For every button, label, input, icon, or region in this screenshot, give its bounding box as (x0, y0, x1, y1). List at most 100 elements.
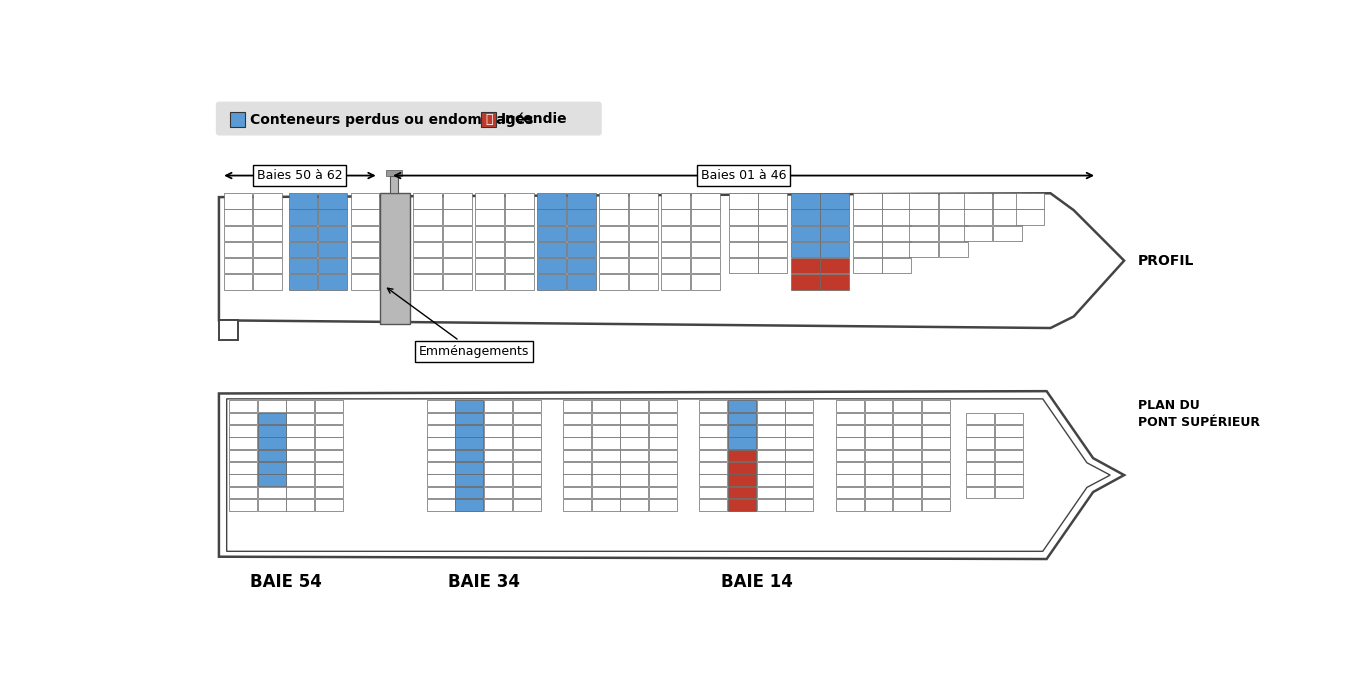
Bar (921, 413, 950, 424)
Bar (257, 413, 286, 424)
Bar (484, 462, 511, 473)
Bar (882, 226, 910, 241)
Bar (230, 474, 257, 486)
Bar (864, 437, 893, 449)
Bar (820, 226, 849, 241)
Bar (455, 425, 483, 437)
Bar (230, 437, 257, 449)
Bar (484, 437, 511, 449)
Bar (893, 499, 921, 511)
Bar (513, 499, 540, 511)
Bar (563, 437, 591, 449)
Bar (513, 462, 540, 473)
Bar (757, 499, 785, 511)
Bar (729, 450, 756, 462)
Bar (700, 425, 727, 437)
Bar (567, 242, 596, 257)
Bar (649, 450, 677, 462)
Bar (288, 274, 317, 290)
Bar (351, 274, 380, 290)
Bar (455, 413, 483, 424)
Bar (662, 242, 690, 257)
Bar (729, 462, 756, 473)
Bar (230, 112, 245, 127)
Bar (513, 437, 540, 449)
Bar (835, 499, 864, 511)
Bar (390, 176, 398, 193)
Bar (484, 401, 511, 412)
Bar (455, 474, 483, 486)
Bar (939, 226, 968, 241)
Bar (427, 462, 454, 473)
Bar (286, 474, 314, 486)
Bar (853, 242, 882, 257)
Bar (427, 437, 454, 449)
Bar (757, 450, 785, 462)
Bar (759, 226, 787, 241)
Bar (994, 193, 1021, 209)
Bar (257, 437, 286, 449)
Bar (1016, 209, 1044, 225)
Bar (455, 462, 483, 473)
Bar (537, 242, 566, 257)
Bar (835, 413, 864, 424)
Bar (253, 274, 282, 290)
Bar (757, 437, 785, 449)
Bar (455, 450, 483, 462)
Bar (592, 413, 619, 424)
Bar (563, 413, 591, 424)
Bar (351, 193, 380, 209)
Bar (893, 413, 921, 424)
Bar (853, 209, 882, 225)
Bar (286, 499, 314, 511)
Bar (690, 193, 719, 209)
Bar (820, 209, 849, 225)
Text: Baies 50 à 62: Baies 50 à 62 (257, 169, 343, 182)
Bar (893, 474, 921, 486)
Bar (629, 209, 658, 225)
Bar (427, 413, 454, 424)
Bar (995, 450, 1023, 462)
Bar (513, 401, 540, 412)
Bar (921, 425, 950, 437)
Bar (786, 413, 813, 424)
Bar (700, 401, 727, 412)
Bar (257, 474, 286, 486)
Bar (649, 486, 677, 498)
Bar (966, 462, 994, 473)
Bar (700, 486, 727, 498)
Bar (484, 450, 511, 462)
Bar (729, 437, 756, 449)
Bar (820, 193, 849, 209)
Bar (427, 474, 454, 486)
Text: BAIE 54: BAIE 54 (250, 573, 323, 591)
Bar (729, 486, 756, 498)
Bar (621, 462, 648, 473)
Bar (700, 462, 727, 473)
Bar (649, 474, 677, 486)
Bar (882, 193, 910, 209)
Bar (513, 486, 540, 498)
Bar (995, 474, 1023, 486)
Text: BAIE 34: BAIE 34 (448, 573, 519, 591)
Bar (629, 274, 658, 290)
Bar (563, 462, 591, 473)
Bar (567, 193, 596, 209)
Bar (729, 474, 756, 486)
Bar (966, 450, 994, 462)
Bar (513, 474, 540, 486)
Bar (621, 425, 648, 437)
Bar (319, 242, 347, 257)
Bar (257, 450, 286, 462)
Bar (629, 226, 658, 241)
Bar (995, 437, 1023, 449)
Bar (757, 425, 785, 437)
Bar (820, 242, 849, 257)
Bar (592, 450, 619, 462)
Bar (757, 486, 785, 498)
Bar (413, 242, 442, 257)
Polygon shape (219, 320, 238, 340)
Bar (257, 474, 286, 486)
Bar (786, 474, 813, 486)
Bar (921, 486, 950, 498)
